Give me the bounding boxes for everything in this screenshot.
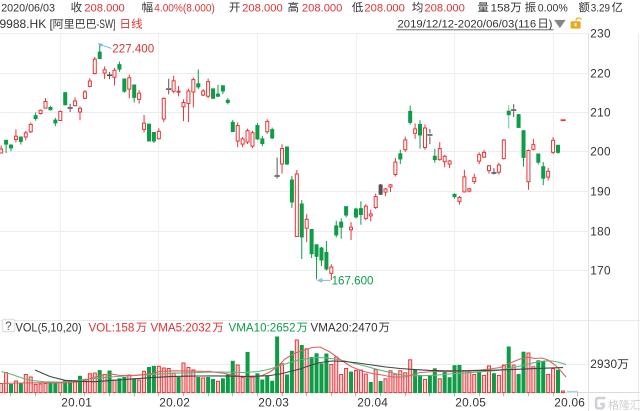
svg-text:20.06: 20.06: [554, 396, 585, 410]
svg-text:170: 170: [590, 264, 611, 278]
svg-text:220: 220: [590, 67, 611, 81]
svg-text:VMA5:2032: VMA5:2032: [151, 321, 212, 334]
svg-text:VOL(5,10,20): VOL(5,10,20): [16, 320, 82, 334]
svg-text:9988.HK [: 9988.HK [: [0, 17, 54, 31]
svg-text:2020/06/03: 2020/06/03: [1, 2, 55, 14]
svg-text:210: 210: [590, 106, 611, 120]
svg-text:208.000: 208.000: [242, 2, 283, 14]
svg-text:VOL:158: VOL:158: [89, 321, 135, 334]
svg-text:2019/12/12-2020/06/03(116: 2019/12/12-2020/06/03(116: [398, 18, 537, 30]
svg-text:20.05: 20.05: [455, 396, 486, 410]
svg-text:158: 158: [491, 2, 511, 14]
svg-text:VMA10:2652: VMA10:2652: [229, 321, 296, 334]
svg-text:VMA20:2470: VMA20:2470: [311, 321, 378, 334]
svg-text:208.000: 208.000: [302, 2, 343, 14]
svg-text:208.000: 208.000: [424, 2, 465, 14]
svg-text:208.000: 208.000: [84, 2, 125, 14]
svg-text:208.000: 208.000: [364, 2, 405, 14]
svg-text:180: 180: [590, 225, 611, 239]
svg-text:20.01: 20.01: [61, 396, 92, 410]
svg-text:200: 200: [590, 145, 611, 159]
svg-text:20.02: 20.02: [159, 396, 190, 410]
svg-text:20.04: 20.04: [357, 396, 388, 410]
svg-text:2930: 2930: [590, 357, 617, 371]
svg-text:190: 190: [590, 185, 611, 199]
svg-text:20.03: 20.03: [258, 396, 289, 410]
svg-text:-SW]: -SW]: [96, 17, 115, 31]
svg-text:227.400: 227.400: [112, 43, 154, 56]
svg-text:167.600: 167.600: [332, 275, 374, 288]
svg-text:3.29: 3.29: [591, 2, 610, 14]
svg-text:4.00%(8.000): 4.00%(8.000): [154, 2, 215, 14]
svg-text:0.00%: 0.00%: [538, 2, 568, 14]
svg-text:): ): [549, 18, 553, 30]
svg-text:230: 230: [590, 27, 611, 41]
svg-text:?: ?: [5, 321, 11, 333]
